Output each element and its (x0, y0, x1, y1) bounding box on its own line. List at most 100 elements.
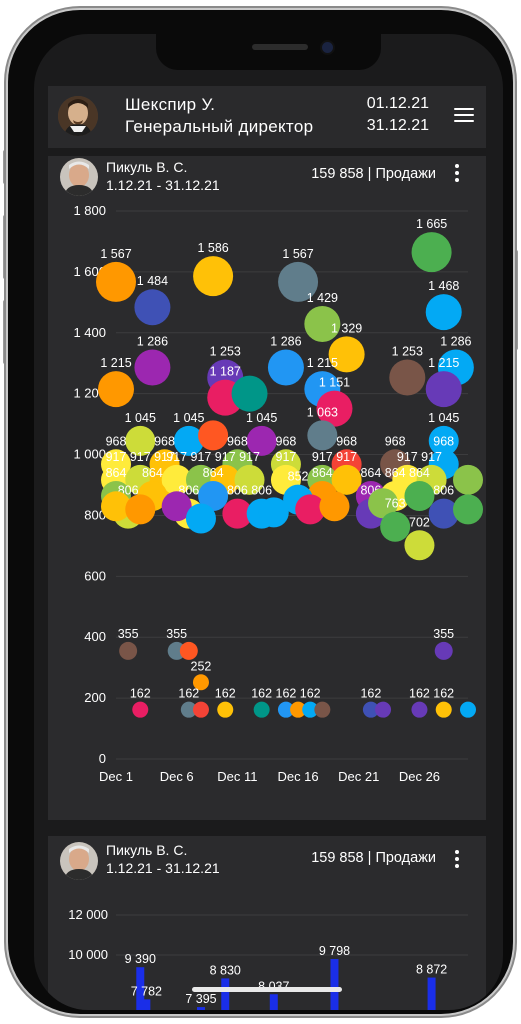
data-label: 917 (276, 450, 297, 464)
kebab-menu-icon[interactable] (454, 164, 460, 184)
data-label: 1 286 (137, 334, 168, 348)
card-avatar[interactable] (60, 842, 98, 880)
data-label: 806 (251, 484, 272, 498)
hamburger-menu-icon[interactable] (454, 108, 474, 124)
x-tick-label: Dec 11 (217, 769, 257, 784)
x-tick-label: Dec 26 (399, 769, 440, 784)
y-tick-label: 10 000 (68, 947, 108, 962)
data-label: 702 (409, 515, 430, 529)
data-label: 968 (433, 434, 454, 448)
data-label: 1 215 (100, 356, 131, 370)
bar-label: 7 395 (185, 992, 216, 1006)
data-label: 162 (409, 687, 430, 701)
app-screen: Шекспир У. Генеральный директор 01.12.21… (34, 34, 503, 1010)
notch (156, 34, 381, 70)
data-label: 968 (276, 434, 297, 448)
data-label: 162 (178, 687, 199, 701)
data-label: 1 665 (416, 217, 447, 231)
phone-frame: Шекспир У. Генеральный директор 01.12.21… (8, 10, 513, 1014)
data-label: 1 215 (307, 356, 338, 370)
date-to[interactable]: 31.12.21 (366, 117, 429, 134)
data-label: 1 329 (331, 321, 362, 335)
data-label: 162 (130, 687, 151, 701)
kebab-menu-icon[interactable] (454, 850, 460, 870)
data-point (290, 701, 307, 718)
date-from[interactable]: 01.12.21 (366, 95, 429, 112)
bar (427, 977, 436, 1010)
data-point (435, 701, 452, 718)
data-point (425, 294, 462, 331)
data-label: 1 567 (282, 247, 313, 261)
data-label: 864 (360, 466, 381, 480)
home-indicator[interactable] (192, 987, 342, 992)
data-label: 1 151 (319, 376, 350, 390)
user-avatar[interactable] (58, 96, 98, 136)
data-point (98, 371, 134, 408)
y-tick-label: 12 000 (68, 907, 108, 922)
data-point (277, 701, 294, 718)
y-tick-label: 600 (84, 568, 106, 583)
data-point (434, 641, 453, 660)
power-button (513, 250, 518, 350)
bar (221, 978, 230, 1010)
bar-label: 8 830 (210, 963, 241, 977)
data-point (96, 261, 136, 302)
data-label: 162 (300, 687, 321, 701)
data-point (453, 494, 483, 525)
bar (269, 994, 278, 1010)
data-label: 1 468 (428, 279, 459, 293)
data-point (316, 390, 353, 427)
data-point (222, 498, 253, 529)
card-summary: 159 858 | Продажи (311, 850, 436, 866)
data-label: 355 (166, 627, 187, 641)
bar-label: 9 798 (319, 944, 350, 958)
data-label: 864 (312, 466, 333, 480)
data-label: 162 (276, 687, 297, 701)
data-label: 917 (191, 450, 212, 464)
card-date-range: 1.12.21 - 31.12.21 (106, 177, 220, 193)
bar-label: 9 390 (125, 952, 156, 966)
data-point (428, 425, 459, 456)
data-point (101, 491, 131, 522)
data-point (179, 641, 198, 660)
x-tick-label: Dec 1 (99, 769, 133, 784)
data-label: 864 (142, 466, 163, 480)
y-tick-label: 1 000 (73, 447, 106, 462)
data-label: 1 045 (246, 411, 277, 425)
data-label: 1 045 (125, 411, 156, 425)
volume-down-button (3, 300, 8, 364)
data-point (404, 480, 435, 511)
data-point (217, 701, 234, 718)
data-point (428, 498, 459, 529)
data-point (368, 488, 399, 519)
data-point (231, 375, 268, 412)
bar (142, 999, 151, 1010)
data-point (198, 480, 229, 511)
card-date-range: 1.12.21 - 31.12.21 (106, 860, 220, 876)
volume-up-button (3, 215, 8, 279)
data-point (180, 701, 197, 718)
data-point (302, 701, 319, 718)
data-point (134, 289, 171, 326)
data-point (125, 425, 156, 456)
data-label: 1 286 (440, 334, 471, 348)
data-point (278, 261, 319, 302)
data-point (411, 232, 452, 273)
data-label: 806 (433, 484, 454, 498)
data-label: 968 (336, 434, 357, 448)
data-point (404, 530, 435, 561)
y-tick-label: 1 400 (73, 325, 106, 340)
data-label: 1 045 (428, 411, 459, 425)
data-point (132, 701, 149, 718)
card-owner-name: Пикуль В. С. (106, 842, 188, 858)
data-label: 806 (227, 484, 248, 498)
bar-label: 8 872 (416, 963, 447, 977)
data-label: 1 429 (307, 291, 338, 305)
data-point (425, 371, 462, 408)
data-label: 968 (385, 434, 406, 448)
card-avatar[interactable] (60, 158, 98, 196)
data-label: 917 (336, 450, 357, 464)
x-tick-label: Dec 16 (277, 769, 318, 784)
